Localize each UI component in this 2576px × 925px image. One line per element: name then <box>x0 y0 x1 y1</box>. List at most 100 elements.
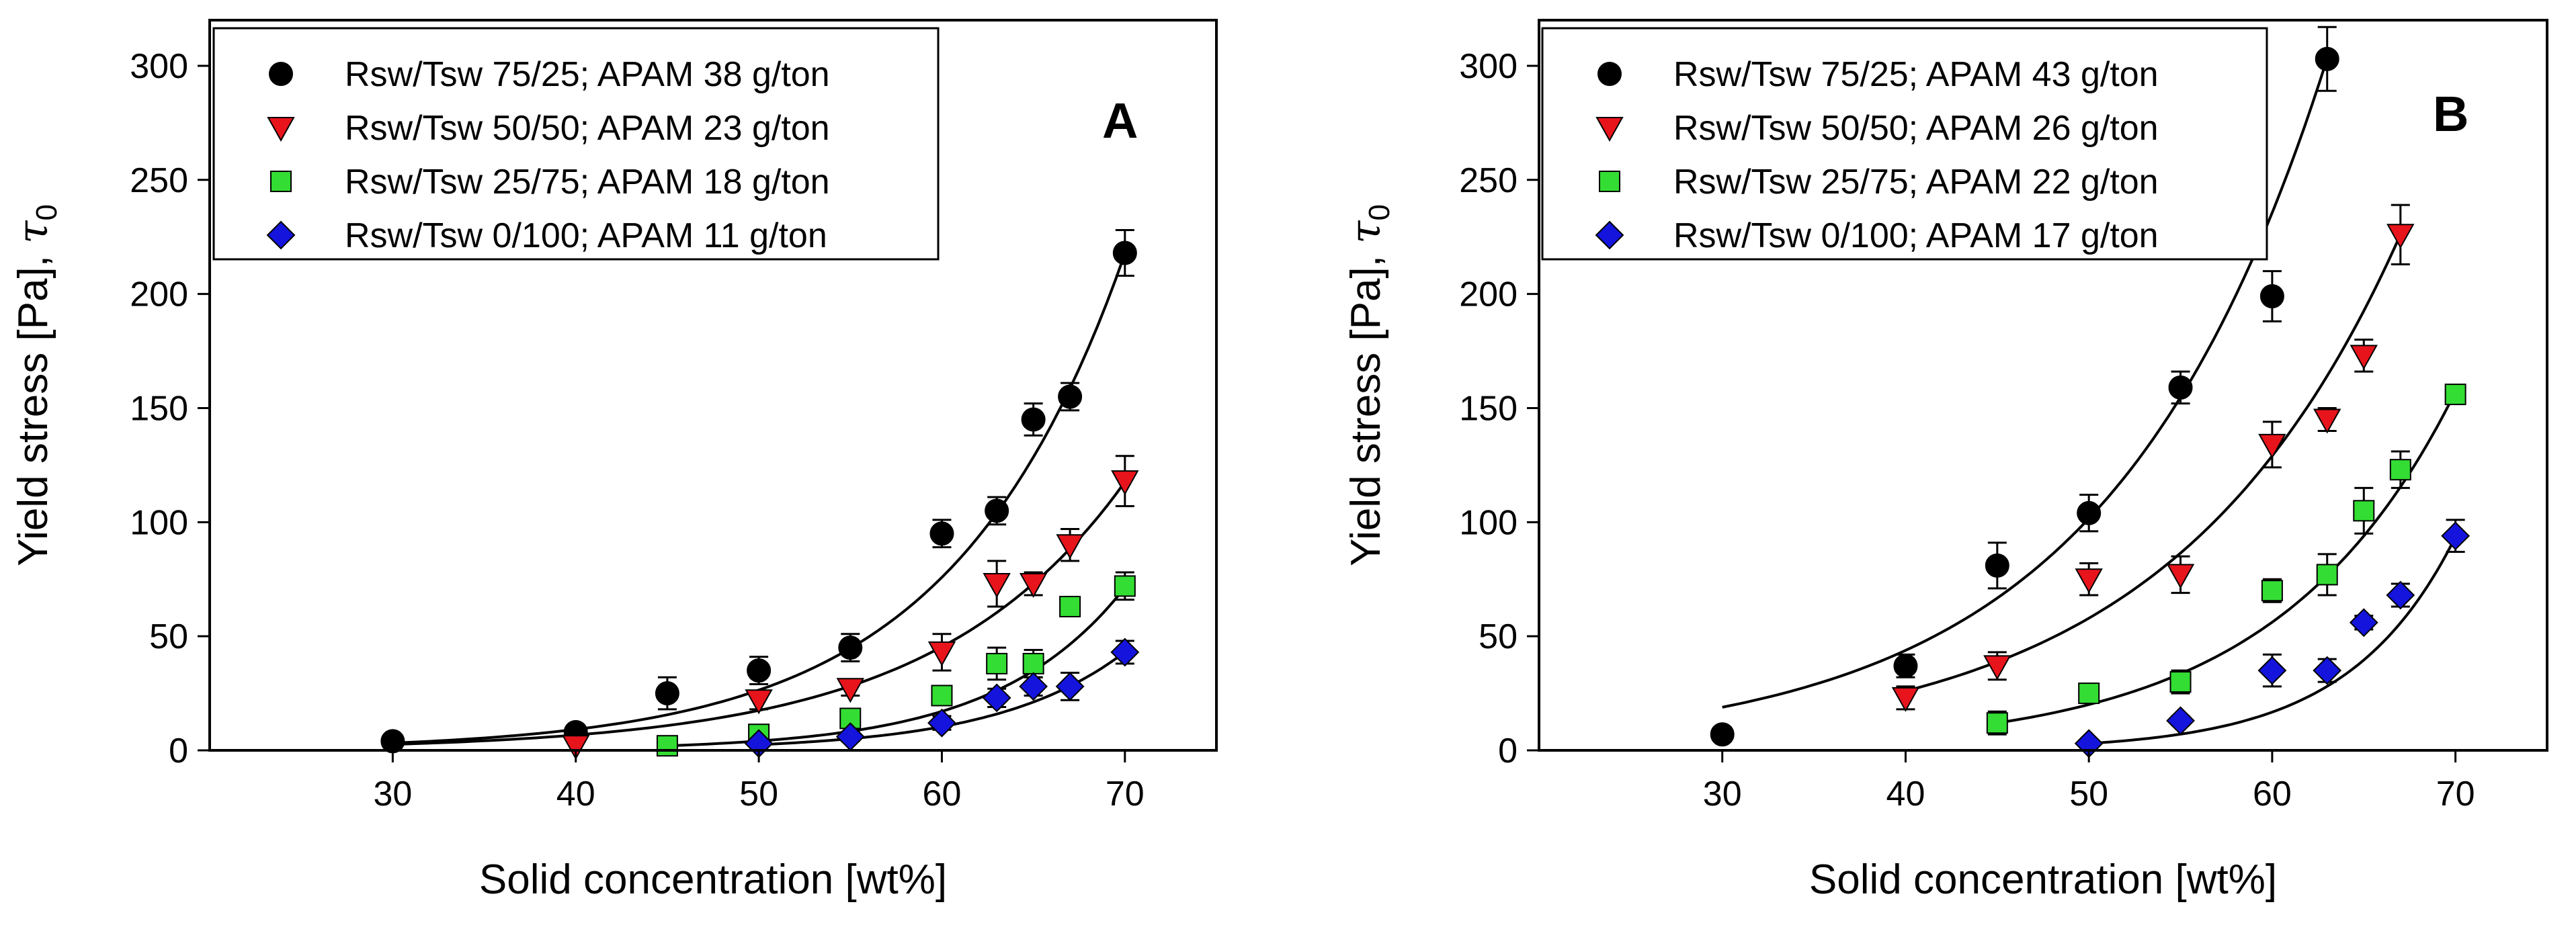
data-point <box>2353 500 2375 522</box>
data-point <box>985 498 1009 523</box>
data-point <box>929 521 954 546</box>
data-point <box>1110 637 1140 667</box>
y-tick-label: 200 <box>130 275 188 314</box>
panel-b-y-axis-title: Yield stress [Pa], τ0 <box>1341 204 1396 566</box>
fit-curve <box>1905 234 2402 693</box>
panel-b-plot-frame <box>1538 19 2548 752</box>
y-axis-title-text: Yield stress [Pa], <box>1343 244 1389 566</box>
panel-b-ticks: 30 40 50 60 70 0 50 100 150 200 250 300 <box>1459 47 2475 813</box>
panel-b-marks <box>1710 26 2470 758</box>
legend-entry: Rsw/Tsw 0/100; APAM 17 g/ton <box>1673 216 2159 255</box>
y-tick-label: 250 <box>130 161 188 200</box>
data-point <box>2258 433 2286 459</box>
data-point <box>1985 553 2009 578</box>
y-tick-label: 300 <box>1459 47 1518 86</box>
data-point <box>1058 384 1083 409</box>
y-tick-label: 50 <box>149 617 188 656</box>
x-tick-label: 70 <box>2436 775 2475 813</box>
panel-a: 30 40 50 60 70 0 50 100 150 200 250 300 Rsw/Tsw 75/… <box>8 19 1218 903</box>
x-tick-label: 60 <box>2253 775 2292 813</box>
y-tick-label: 300 <box>130 47 188 86</box>
panel-a-y-axis-title: Yield stress [Pa], τ0 <box>8 204 63 566</box>
x-tick-label: 40 <box>556 775 595 813</box>
data-point <box>2315 46 2339 71</box>
data-point <box>2169 671 2192 693</box>
data-point <box>2316 564 2338 586</box>
legend-marker <box>1595 220 1624 250</box>
legend-marker <box>270 171 292 192</box>
x-tick-label: 30 <box>373 775 412 813</box>
data-point <box>927 641 956 666</box>
data-point <box>927 708 956 738</box>
data-point <box>982 683 1011 713</box>
y-tick-label: 100 <box>130 503 188 542</box>
y-tick-label: 250 <box>1459 161 1518 200</box>
legend-box <box>212 27 940 261</box>
data-point <box>747 658 772 683</box>
data-point <box>1019 672 1048 701</box>
y-tick-label: 0 <box>1498 732 1518 770</box>
data-point <box>2444 384 2466 406</box>
data-point <box>2077 500 2102 525</box>
y-tick-label: 50 <box>1479 617 1518 656</box>
data-point <box>931 685 953 707</box>
data-point <box>2349 608 2378 637</box>
tau-symbol: τ <box>8 220 57 244</box>
legend-entry: Rsw/Tsw 25/75; APAM 22 g/ton <box>1673 163 2159 202</box>
x-tick-label: 50 <box>2069 775 2108 813</box>
fit-curve <box>1997 391 2457 725</box>
data-point <box>655 681 679 706</box>
data-point <box>836 678 864 703</box>
panel-b-x-axis-title: Solid concentration [wt%] <box>1809 856 2277 903</box>
panel-a-x-axis-title: Solid concentration [wt%] <box>479 856 947 903</box>
data-point <box>1019 573 1048 599</box>
data-point <box>1983 655 2011 680</box>
legend-box <box>1541 27 2268 261</box>
panel-a-marks <box>380 229 1140 760</box>
panel-b-label: B <box>2433 86 2468 142</box>
panel-a-legend: Rsw/Tsw 75/25; APAM 38 g/ton Rsw/Tsw 50/5… <box>212 27 940 261</box>
data-point <box>2261 580 2283 602</box>
data-point <box>562 735 590 760</box>
legend-marker <box>267 117 295 142</box>
data-point <box>1056 534 1084 560</box>
fit-curve <box>2089 536 2457 745</box>
legend-marker <box>1595 117 1624 142</box>
data-point <box>1055 672 1085 701</box>
data-point <box>2078 682 2100 705</box>
y-tick-label: 200 <box>1459 275 1518 314</box>
legend-entry: Rsw/Tsw 0/100; APAM 11 g/ton <box>345 216 827 255</box>
data-point <box>2257 656 2287 685</box>
panel-a-ticks: 30 40 50 60 70 0 50 100 150 200 250 300 <box>130 47 1145 813</box>
y-tick-label: 150 <box>1459 389 1518 428</box>
data-point <box>1112 240 1137 265</box>
legend-marker <box>1599 171 1620 192</box>
y-tick-label: 0 <box>169 732 188 770</box>
data-point <box>983 573 1011 599</box>
legend-entry: Rsw/Tsw 25/75; APAM 18 g/ton <box>345 163 830 202</box>
data-point <box>2313 408 2341 434</box>
legend-entry: Rsw/Tsw 50/50; APAM 26 g/ton <box>1673 109 2159 148</box>
data-point <box>2386 224 2415 249</box>
data-point <box>1893 654 1918 678</box>
legend-marker <box>269 62 293 86</box>
data-point <box>2313 656 2342 685</box>
tau-subscript: 0 <box>1363 204 1396 220</box>
data-point <box>2075 568 2103 594</box>
data-point <box>1059 595 1081 617</box>
legend-marker <box>1597 62 1622 86</box>
data-point <box>1114 575 1136 597</box>
y-tick-label: 150 <box>130 389 188 428</box>
data-point <box>2259 284 2284 309</box>
x-tick-label: 60 <box>923 775 962 813</box>
x-tick-label: 40 <box>1886 775 1925 813</box>
panel-b: 30 40 50 60 70 0 50 100 150 200 250 300 Rsw/Tsw 75/… <box>1341 19 2548 903</box>
data-point <box>745 689 773 715</box>
data-point <box>656 735 678 757</box>
x-tick-label: 70 <box>1106 775 1145 813</box>
data-point <box>2166 564 2195 589</box>
x-tick-label: 30 <box>1703 775 1742 813</box>
data-point <box>1021 407 1046 432</box>
data-point <box>2168 375 2193 400</box>
